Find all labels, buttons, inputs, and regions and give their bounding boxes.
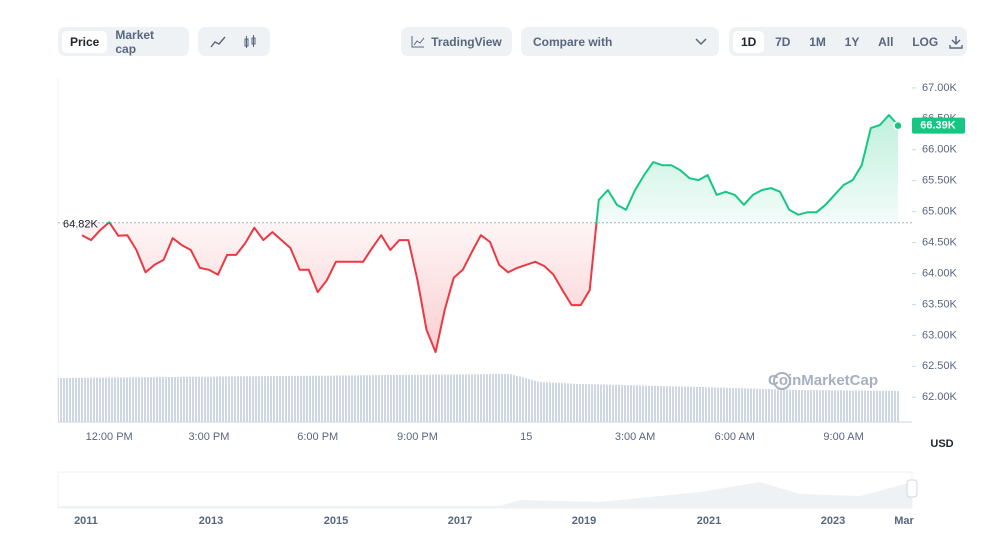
y-tick-label: 64.50K (922, 236, 958, 248)
x-tick-label: 12:00 PM (86, 431, 133, 443)
price-line (81, 114, 899, 354)
navigator-label: 2023 (821, 515, 845, 527)
tab[interactable]: Market cap (115, 27, 155, 56)
last-point (893, 120, 903, 131)
x-tick-label: 3:00 AM (615, 431, 655, 443)
x-tick-label: 9:00 PM (397, 431, 438, 443)
navigator-label: 2011 (74, 515, 98, 527)
tv-icon (411, 35, 425, 47)
x-tick-label: 6:00 PM (297, 431, 338, 443)
tab[interactable]: Price (62, 30, 108, 53)
navigator-label: 2015 (324, 515, 348, 527)
area (82, 115, 898, 353)
navigator-area (58, 482, 912, 508)
candle-icon[interactable] (242, 34, 258, 49)
y-unit: USD (930, 438, 953, 450)
last-label: 66.39K (920, 120, 956, 132)
chevron (695, 37, 707, 45)
y-tick-label: 67.00K (922, 82, 958, 94)
line-icon[interactable] (210, 35, 226, 49)
range-group: 1D 7D 1M 1Y All LOG (729, 27, 967, 56)
x-tick-label: 6:00 AM (715, 431, 755, 443)
last-badge (912, 117, 965, 134)
navigator-label: 2021 (697, 515, 721, 527)
range-button[interactable]: 1Y (844, 34, 860, 49)
navigator-label: Mar (894, 515, 914, 527)
download-icon[interactable] (949, 35, 963, 49)
watermark-logo (773, 372, 791, 390)
navigator-label: 2013 (199, 515, 223, 527)
y-tick-label: 65.00K (922, 206, 958, 218)
y-tick-label: 65.50K (922, 175, 958, 187)
range-button[interactable]: All (878, 34, 894, 49)
volume-bars (58, 374, 900, 422)
range-button[interactable]: 7D (775, 34, 791, 49)
navigator-label: 2017 (448, 515, 472, 527)
navigator-handle[interactable] (906, 479, 918, 498)
compare-dropdown[interactable]: Compare with (521, 27, 719, 56)
y-tick-label: 63.00K (922, 329, 958, 341)
navigator-label: 2019 (572, 515, 596, 527)
y-tick-label: 66.00K (922, 144, 958, 156)
compare-label: Compare with (533, 34, 613, 49)
tab-group: Price Market cap (58, 27, 189, 56)
x-tick-label: 15 (520, 431, 532, 443)
range-button[interactable]: LOG (912, 34, 939, 49)
tradingview-label: TradingView (431, 34, 502, 49)
range-button[interactable]: 1D (733, 30, 765, 53)
chart-kind-group (198, 27, 270, 56)
baseline-label: 64.82K (63, 219, 99, 231)
watermark: CoinMarketCap (768, 372, 878, 389)
x-tick-label: 9:00 AM (823, 431, 863, 443)
y-tick-label: 62.00K (922, 391, 958, 403)
x-tick-label: 3:00 PM (188, 431, 229, 443)
y-tick-label: 63.50K (922, 298, 958, 310)
range-button[interactable]: 1M (809, 34, 826, 49)
y-tick-label: 62.50K (922, 360, 958, 372)
tradingview-button[interactable]: TradingView (401, 27, 512, 56)
y-tick-label: 64.00K (922, 267, 958, 279)
